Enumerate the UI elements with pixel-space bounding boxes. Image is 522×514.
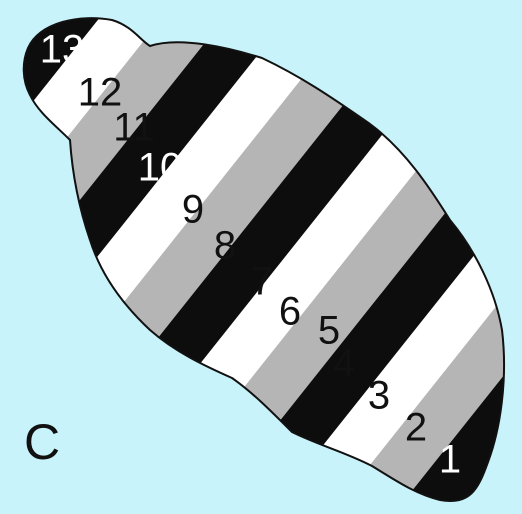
band-label: 12	[78, 71, 123, 115]
band-label: 1	[439, 438, 461, 482]
band-label: 7	[251, 260, 273, 304]
band-label: 10	[138, 146, 183, 190]
band-label: 2	[405, 406, 427, 450]
band-label: 8	[214, 224, 236, 268]
band-label: 6	[279, 290, 301, 334]
band-label: 13	[40, 28, 85, 72]
band-label: 4	[333, 342, 355, 386]
band-label: 9	[182, 188, 204, 232]
specimen-outline	[22, 17, 506, 502]
band-label: 3	[368, 374, 390, 418]
band-label: 5	[318, 309, 340, 353]
panel-label: C	[24, 414, 60, 470]
band-label: 11	[113, 106, 155, 150]
